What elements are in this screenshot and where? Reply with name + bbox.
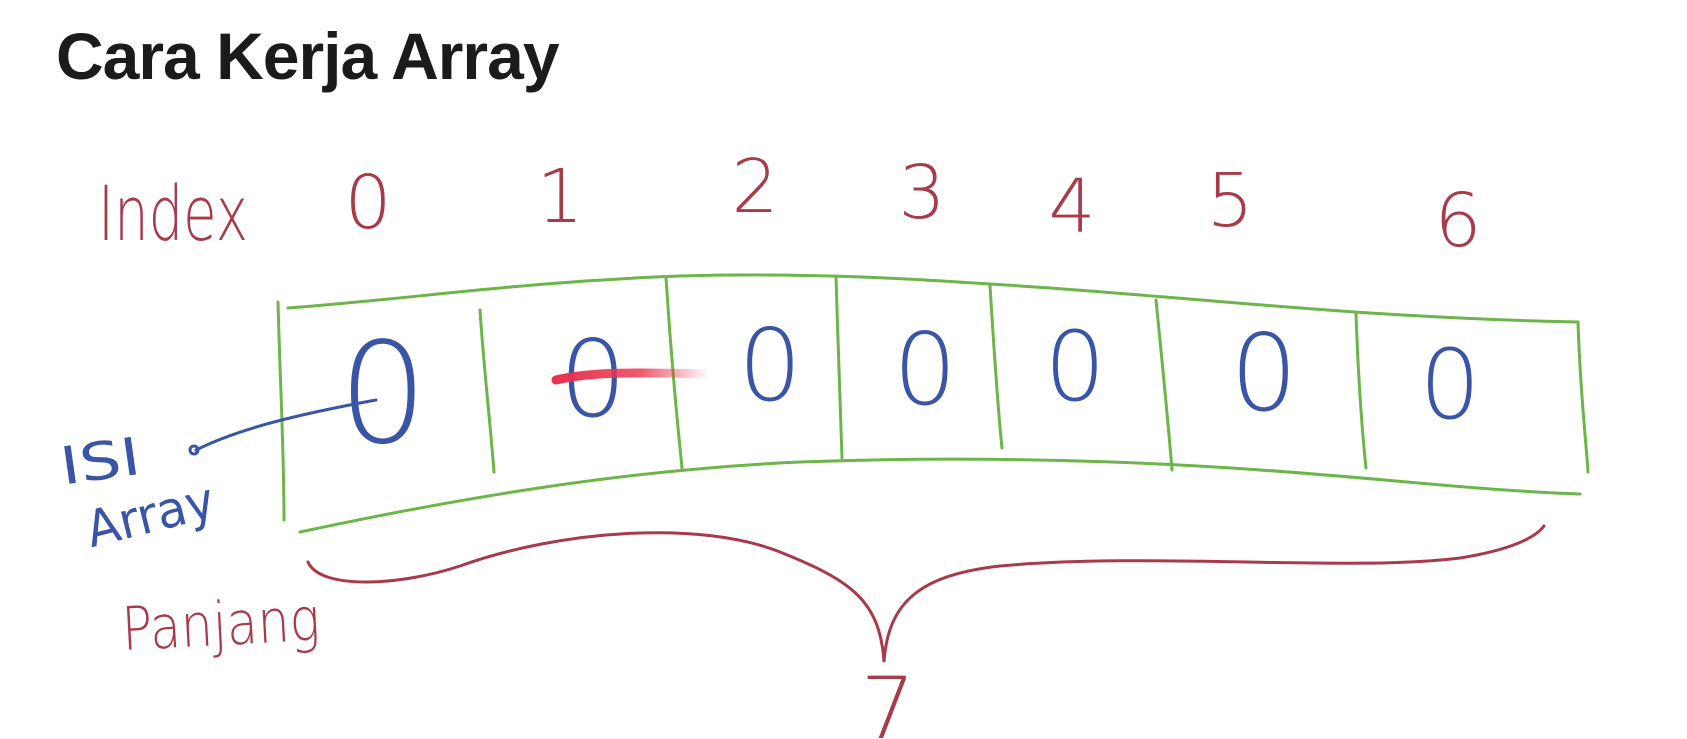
length-brace — [306, 524, 1546, 663]
cells-right-border — [1576, 320, 1590, 474]
array-value: 0 — [738, 307, 802, 424]
value-label-line1: ISI — [57, 427, 145, 498]
cell-divider — [1154, 298, 1174, 472]
index-number: 3 — [898, 150, 945, 236]
index-label: Index — [98, 169, 248, 258]
array-values: 0 0 0 0 0 0 0 — [338, 307, 1480, 476]
pointer-arrow — [194, 398, 378, 452]
array-value: 0 — [1044, 311, 1105, 423]
index-number: 6 — [1434, 178, 1481, 264]
index-number: 5 — [1206, 158, 1253, 244]
array-cells — [276, 273, 1590, 534]
pointer-arrow-tail — [188, 444, 200, 456]
length-label: Panjang — [120, 585, 321, 665]
index-number: 4 — [1048, 164, 1095, 250]
length-value: 7 — [861, 659, 916, 739]
index-number: 1 — [536, 154, 583, 240]
index-number: 2 — [731, 144, 778, 230]
index-number: 0 — [344, 160, 391, 246]
index-numbers: 0 1 2 3 4 5 6 — [344, 144, 1481, 264]
array-value: 0 — [338, 313, 427, 476]
cells-top-border — [286, 273, 1580, 324]
cells-left-border — [276, 300, 286, 522]
array-value: 0 — [1230, 312, 1297, 435]
array-value: 0 — [1419, 329, 1480, 441]
cell-divider — [478, 308, 496, 474]
highlight-stroke — [551, 368, 715, 385]
cell-divider — [1354, 312, 1368, 470]
cells-bottom-border — [298, 457, 1582, 534]
cell-divider — [988, 284, 1004, 450]
array-value: 0 — [893, 311, 957, 428]
page-title: Cara Kerja Array — [56, 19, 560, 93]
cell-divider — [834, 274, 844, 460]
